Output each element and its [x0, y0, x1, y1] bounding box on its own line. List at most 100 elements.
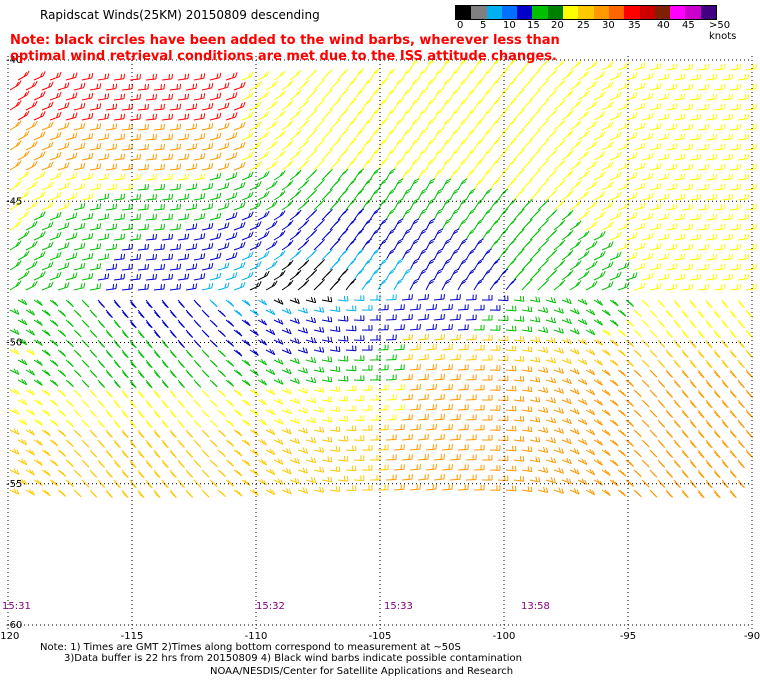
wind-barb-flag [302, 327, 306, 333]
wind-barb-flag [493, 140, 499, 145]
wind-barb [161, 93, 173, 101]
wind-barb [185, 263, 198, 271]
wind-barb-flag [736, 224, 739, 230]
wind-barb [665, 203, 678, 211]
wind-barb-flag [414, 118, 420, 122]
wind-barb-flag [15, 121, 20, 127]
wind-barb-flag [208, 103, 211, 109]
wind-barb-flag [667, 273, 670, 279]
wind-barb-flag [365, 220, 371, 225]
wind-barb-shaft [729, 268, 740, 271]
wind-barb-flag [139, 73, 141, 80]
wind-barb-shaft [697, 128, 708, 131]
wind-barb [161, 173, 173, 181]
wind-barb-flag [731, 253, 733, 259]
wind-barb-flag [342, 71, 347, 75]
wind-barb-flag [720, 64, 722, 70]
wind-barb-flag [123, 213, 126, 219]
wind-barb-flag [334, 141, 339, 146]
wind-barb-flag [326, 71, 331, 76]
wind-barb-shaft [745, 128, 756, 131]
wind-barb [737, 233, 750, 241]
wind-barb-flag [667, 93, 670, 99]
wind-barb-flag [303, 101, 307, 106]
wind-barb-flag [136, 94, 138, 100]
wind-barb-flag [176, 264, 179, 270]
wind-barb-shaft [169, 128, 180, 131]
wind-barb-flag [107, 73, 110, 79]
wind-barb [225, 92, 238, 101]
wind-barb [561, 169, 574, 181]
wind-barb-shaft [481, 71, 488, 81]
wind-barb-flag [586, 70, 590, 76]
wind-barb-flag [561, 139, 566, 145]
wind-barb-flag [289, 79, 294, 85]
wind-barb-flag [56, 172, 59, 178]
wind-barb-flag [581, 298, 585, 304]
wind-barb-flag [664, 153, 667, 159]
wind-barb-shaft [745, 268, 756, 271]
wind-barb-shaft [617, 86, 628, 91]
wind-barb-flag [453, 211, 458, 215]
wind-barb-shaft [713, 88, 724, 91]
wind-barb [561, 109, 574, 121]
wind-barb [297, 119, 310, 131]
wind-barb-shaft [585, 184, 596, 191]
wind-barb-shaft [569, 144, 579, 151]
wind-barb-flag [56, 252, 59, 258]
wind-barb [585, 180, 598, 191]
wind-barb [329, 198, 341, 211]
wind-barb [281, 99, 294, 111]
wind-barb-flag [699, 233, 701, 239]
wind-barb [513, 208, 525, 221]
wind-barb-flag [39, 252, 43, 258]
wind-barb-flag [420, 211, 426, 215]
wind-barb-flag [406, 68, 412, 72]
wind-barb-flag [359, 268, 365, 273]
wind-barb-shaft [153, 128, 164, 131]
wind-barb [169, 283, 182, 291]
wind-barb [665, 103, 678, 111]
wind-barb [593, 70, 606, 81]
wind-barb-shaft [161, 278, 172, 281]
wind-barb-flag [23, 132, 27, 137]
wind-barb [233, 121, 246, 131]
wind-barb [481, 68, 492, 81]
wind-barb [465, 208, 476, 221]
wind-barb [289, 189, 302, 201]
wind-barb-shaft [569, 284, 579, 291]
wind-barb-flag [208, 83, 211, 89]
wind-barb [201, 262, 214, 271]
wind-barb-flag [534, 91, 539, 96]
wind-barb-flag [640, 83, 643, 89]
wind-barb-flag [561, 328, 564, 334]
wind-barb-flag [510, 141, 515, 145]
wind-barb-shaft [697, 208, 708, 211]
wind-barb-flag [26, 150, 30, 156]
wind-barb-flag [446, 78, 452, 82]
wind-barb-flag [666, 331, 671, 336]
wind-barb [313, 279, 326, 291]
wind-barb-flag [577, 140, 582, 145]
wind-barb-flag [15, 221, 20, 227]
wind-barb-shaft [25, 309, 35, 316]
wind-barb-flag [707, 183, 709, 190]
wind-barb [297, 307, 308, 314]
wind-barb-flag [282, 170, 286, 176]
wind-barb-flag [428, 181, 434, 185]
wind-barb [625, 152, 638, 161]
wind-barb-flag [255, 162, 259, 168]
wind-barb [185, 329, 194, 338]
wind-barb [657, 233, 670, 241]
wind-barb-flag [446, 278, 452, 282]
wind-barb [721, 113, 733, 121]
wind-barb-shaft [137, 88, 148, 91]
wind-barb [729, 143, 742, 151]
wind-barb [177, 193, 190, 201]
wind-barb-flag [305, 239, 310, 244]
wind-barb-shaft [33, 255, 44, 261]
wind-barb-shaft [97, 97, 108, 101]
wind-barb-flag [446, 258, 452, 262]
wind-barb-flag [461, 281, 467, 285]
wind-barb [409, 278, 420, 291]
